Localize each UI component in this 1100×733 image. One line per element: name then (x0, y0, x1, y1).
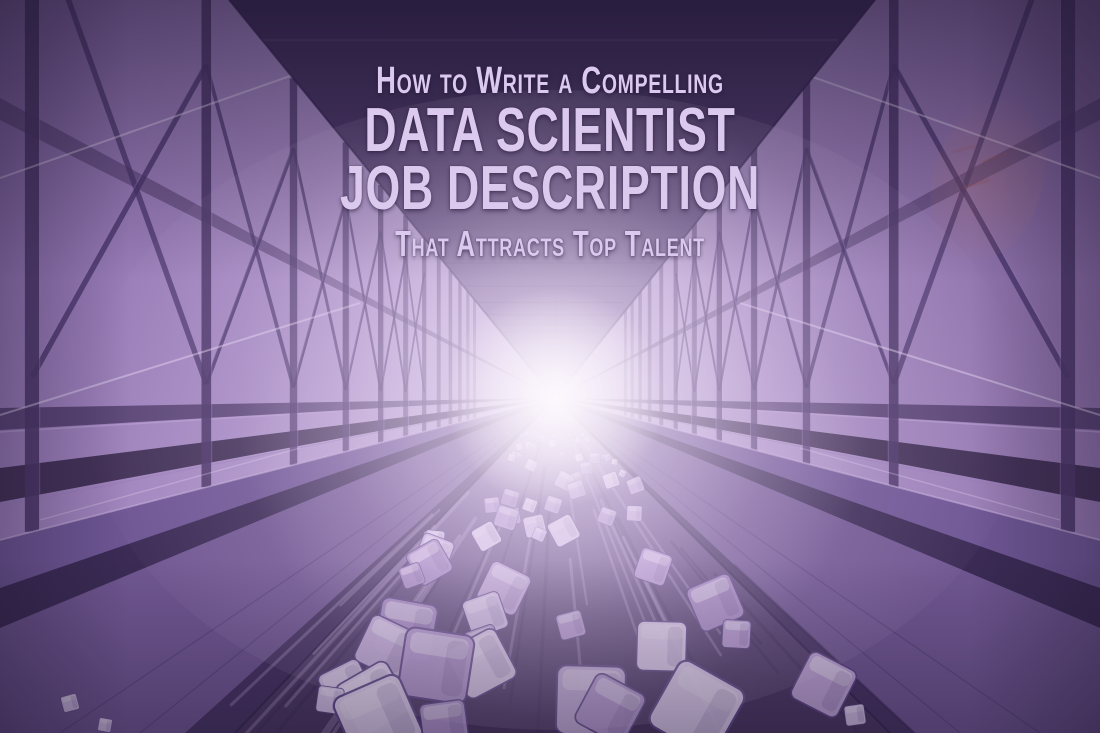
corridor-illustration (0, 0, 1100, 733)
hero-banner: How to Write a Compelling DATA SCIENTIST… (0, 0, 1100, 733)
corridor-scene-svg (0, 0, 1100, 733)
vignette (0, 0, 1100, 733)
